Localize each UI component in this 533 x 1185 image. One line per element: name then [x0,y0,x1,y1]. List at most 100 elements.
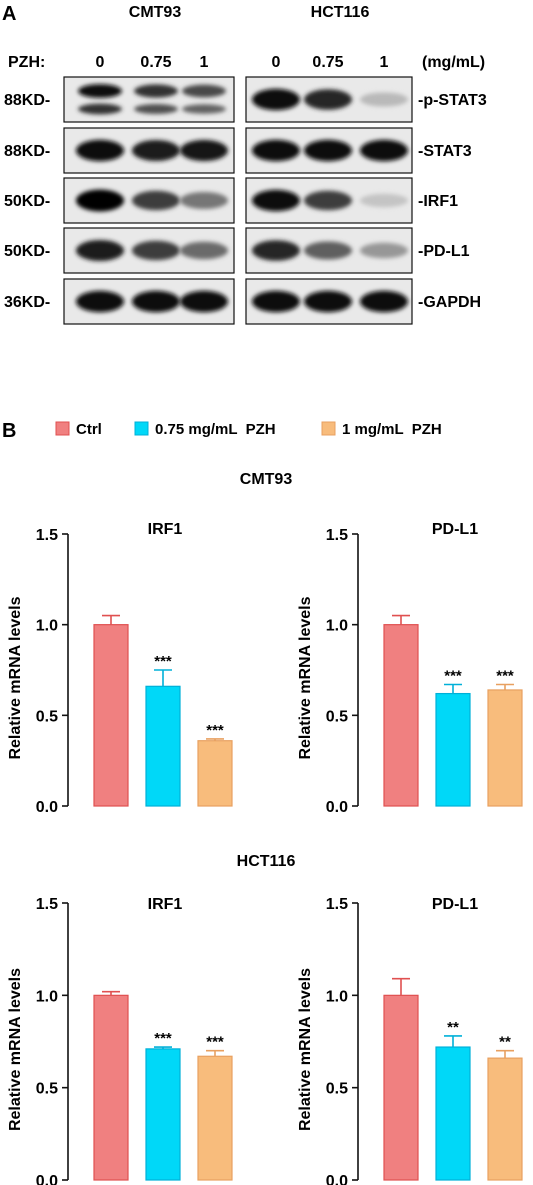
band [180,290,228,313]
group-title-cmt93: CMT93 [240,471,293,488]
blot-hct116-row [245,76,413,123]
mw-label: 50KD- [4,243,50,260]
band [360,290,408,313]
band [252,88,300,111]
legend-swatch-075 [134,421,149,436]
legend-label-1: 1 mg/mL PZH [342,421,442,438]
blot-hct116-row [245,127,413,174]
y-tick-label: 1.0 [326,988,348,1005]
band [360,193,408,208]
band [180,192,228,209]
y-axis-label: Relative mRNA levels [7,968,24,1131]
chart-cmt93-pd-l1: 0.0 0.5 1.0 1.5 PD-L1 Relative mRNA levels ***… [297,521,523,816]
bar [383,624,419,807]
significance-label: *** [206,722,224,739]
dose-hct116-1: 0.75 [312,54,343,71]
band [76,189,124,212]
band [132,290,180,313]
bar [197,740,233,807]
significance-label: *** [444,668,462,685]
y-tick-label: 1.5 [36,896,58,913]
legend-label-ctrl: Ctrl [76,421,102,438]
y-tick-label: 0.0 [326,1173,348,1185]
bar [145,1048,181,1181]
dose-hct116-0: 0 [272,54,281,71]
band [360,139,408,162]
bar [383,994,419,1181]
significance-label: ** [499,1034,511,1051]
band [252,139,300,162]
dose-cmt93-2: 1 [200,54,209,71]
blot-hct116-row [245,278,413,325]
blot-cmt93-row [63,127,235,174]
bar [435,692,471,807]
bar [93,994,129,1181]
significance-label: *** [154,1030,172,1047]
bar [145,685,181,807]
band [134,84,178,98]
y-tick-label: 1.5 [326,896,348,913]
mw-label: 50KD- [4,193,50,210]
chart-title: PD-L1 [432,521,478,538]
significance-label: ** [447,1019,459,1036]
band [132,190,180,211]
mw-label: 88KD- [4,92,50,109]
y-tick-label: 0.0 [36,799,58,816]
y-tick-label: 0.5 [36,1081,58,1098]
y-tick-label: 1.0 [326,618,348,635]
y-tick-label: 1.0 [36,988,58,1005]
band [252,240,300,261]
panel-a-label: A [2,3,16,25]
band [182,104,226,114]
chart-hct116-pd-l1: 0.0 0.5 1.0 1.5 PD-L1 Relative mRNA levels ** *… [297,896,523,1185]
protein-label: -PD-L1 [418,243,470,260]
band [360,92,408,107]
y-tick-label: 1.0 [36,618,58,635]
protein-label: -GAPDH [418,294,481,311]
band [304,290,352,313]
legend: Ctrl 0.75 mg/mL PZH 1 mg/mL PZH [55,421,442,438]
group-title-hct116: HCT116 [237,853,296,870]
blot-cmt93-row [63,227,235,274]
legend-label-075: 0.75 mg/mL PZH [155,421,276,438]
y-axis-label: Relative mRNA levels [297,596,314,759]
western-blots: 88KD- -p-STAT3 88KD- -STAT3 50KD- -IRF1 50KD- -… [4,76,487,325]
significance-label: *** [496,668,514,685]
y-tick-label: 1.5 [36,527,58,544]
protein-label: -STAT3 [418,143,472,160]
protein-label: -p-STAT3 [418,92,487,109]
band [304,190,352,211]
band [182,84,226,98]
legend-swatch-1 [321,421,336,436]
band [360,242,408,259]
band [76,240,124,261]
legend-swatch-ctrl [55,421,70,436]
blot-cmt93-row [63,76,235,123]
chart-cmt93-irf1: 0.0 0.5 1.0 1.5 IRF1 Relative mRNA levels *** *… [7,521,233,816]
band [132,140,180,161]
band [132,240,180,261]
band [78,103,122,115]
dose-cmt93-0: 0 [96,54,105,71]
bar [435,1046,471,1181]
band [180,139,228,162]
dose-hct116-2: 1 [380,54,389,71]
band [252,290,300,313]
bar [93,624,129,807]
y-tick-label: 0.5 [326,708,348,725]
blot-frame [63,76,235,123]
significance-label: *** [206,1034,224,1051]
dose-cmt93-1: 0.75 [140,54,171,71]
panel-b-label: B [2,420,16,442]
band [76,290,124,313]
band [180,241,228,260]
band [304,139,352,162]
cell-line-label-cmt93: CMT93 [129,4,182,21]
band [304,241,352,260]
band [134,104,178,114]
cell-line-label-hct116: HCT116 [311,4,370,21]
y-axis-label: Relative mRNA levels [7,596,24,759]
y-tick-label: 0.0 [36,1173,58,1185]
bar [197,1055,233,1181]
